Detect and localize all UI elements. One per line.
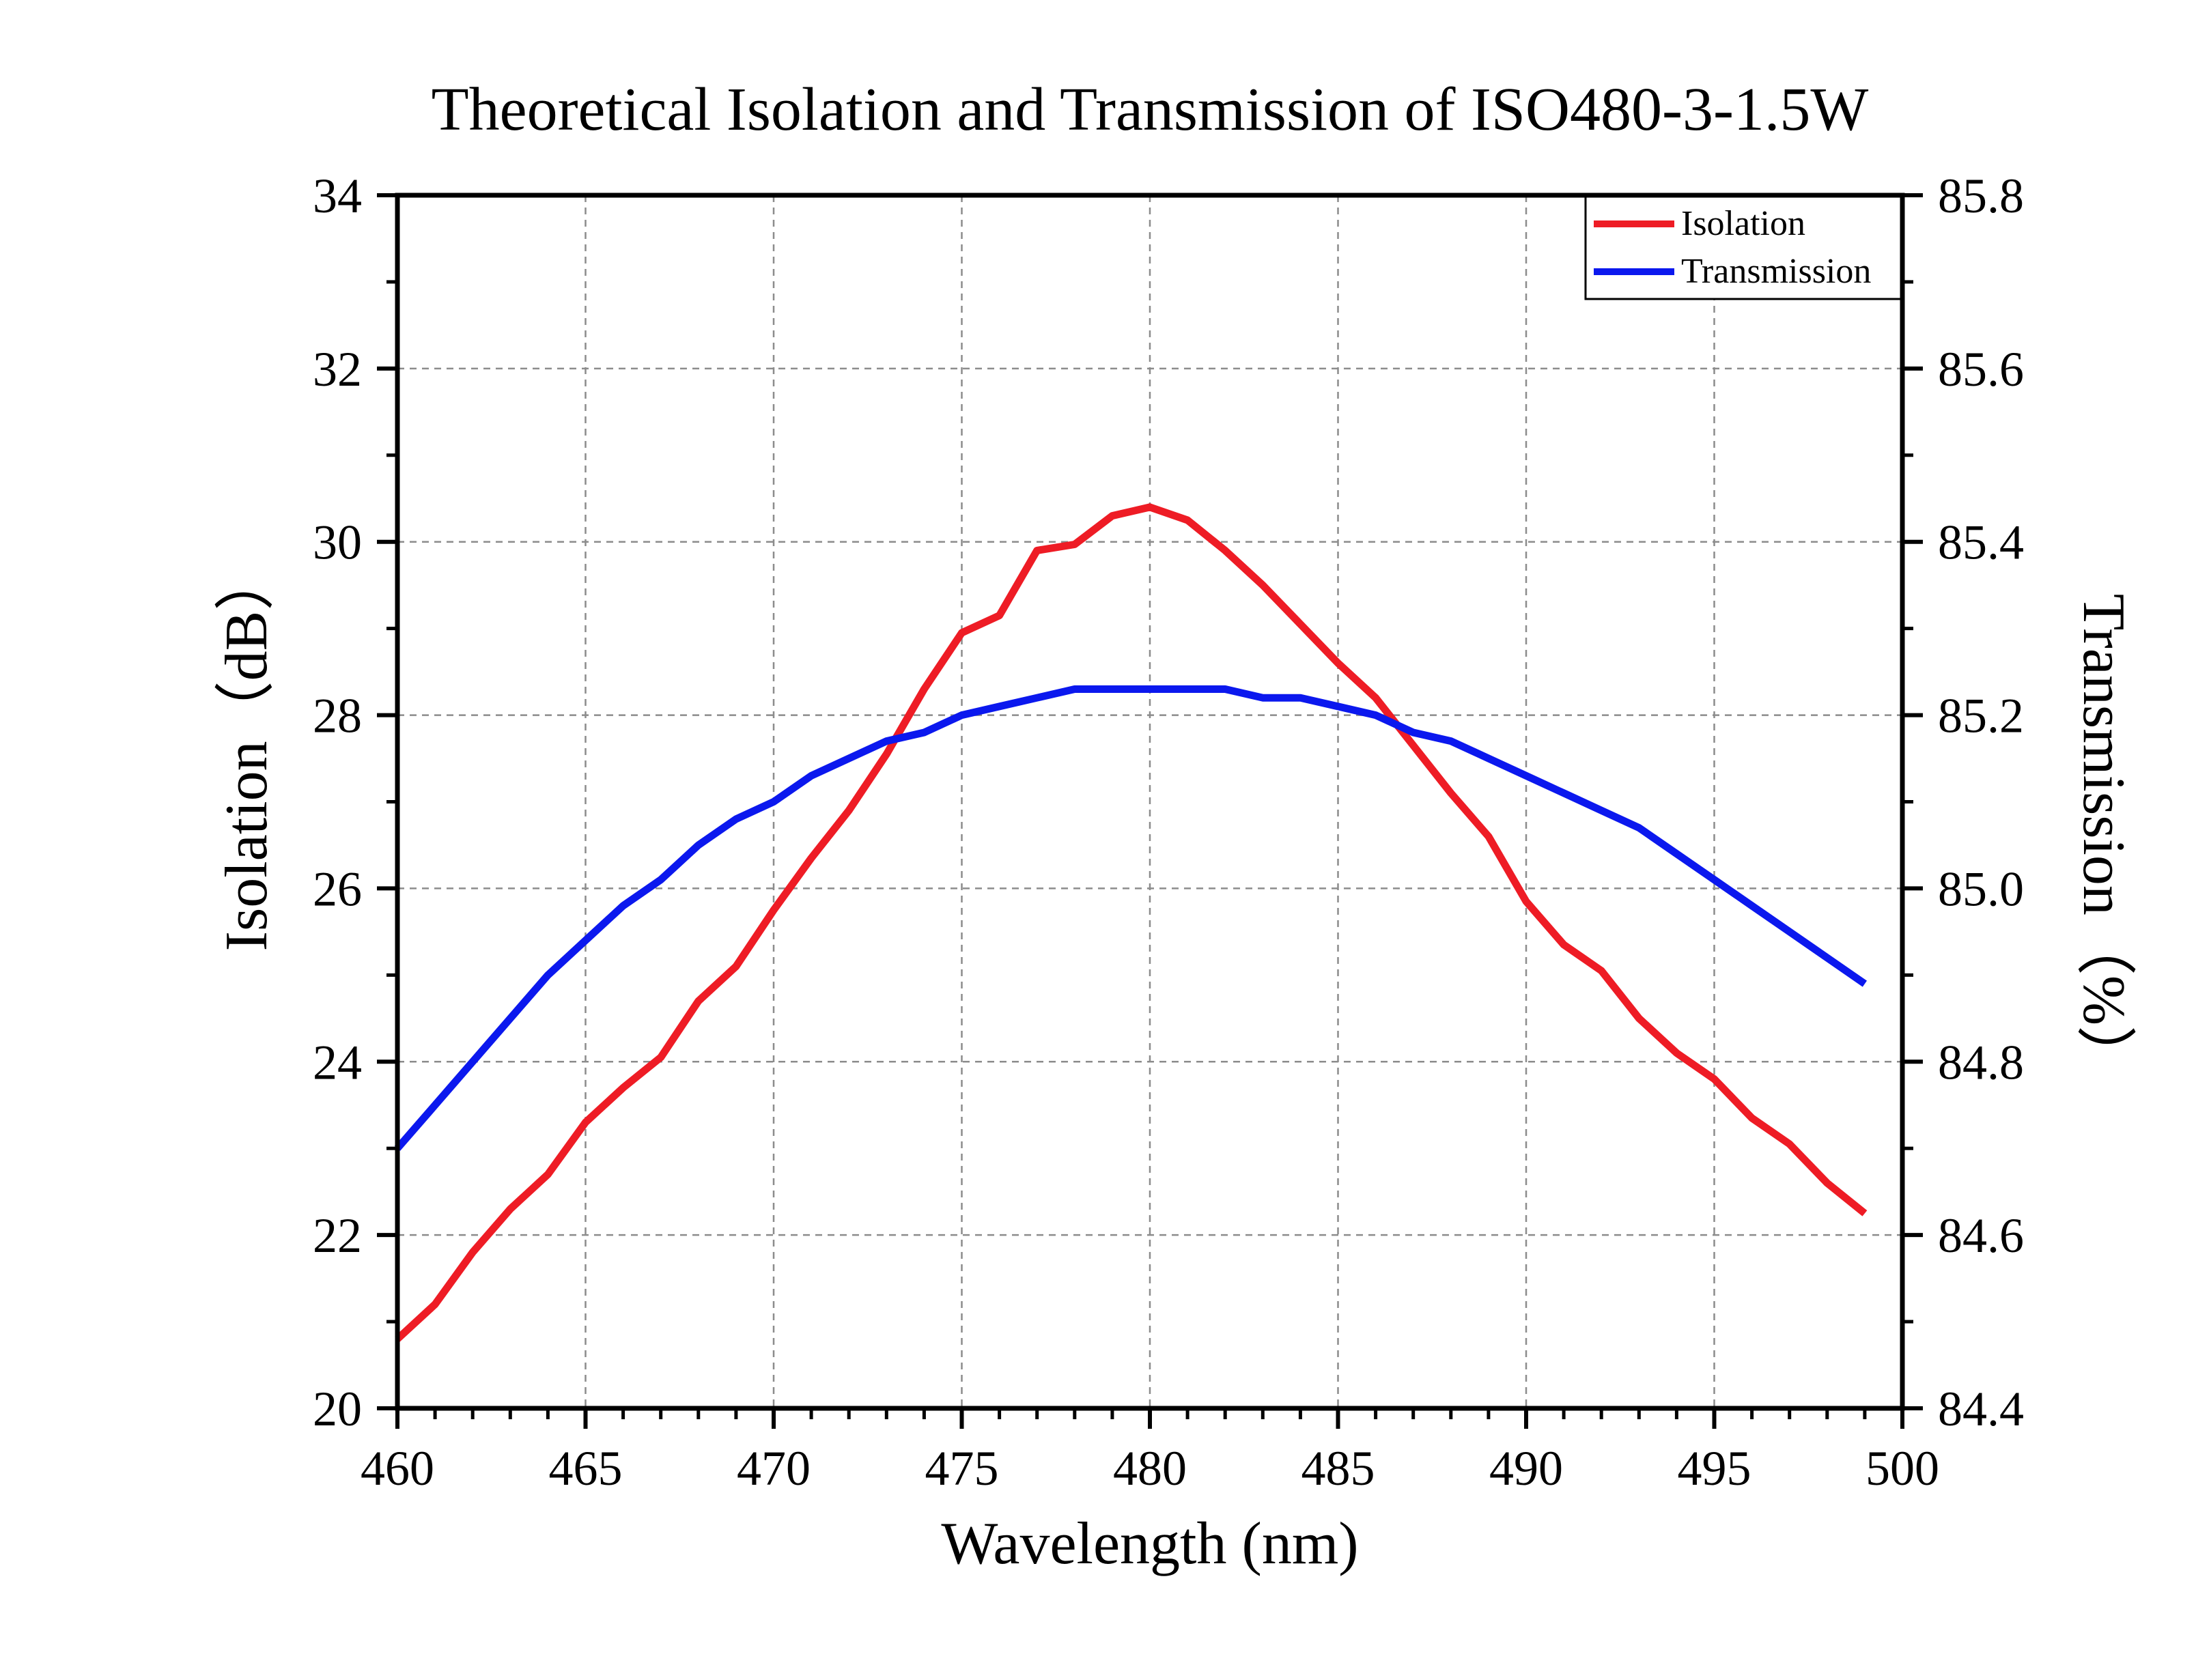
left-y-tick-label: 20 [313, 1382, 362, 1436]
chart-title: Theoretical Isolation and Transmission o… [432, 76, 1869, 143]
left-y-tick-label: 28 [313, 689, 362, 743]
right-y-tick-label: 85.6 [1938, 342, 2024, 397]
series-layer [394, 503, 1868, 1342]
x-axis-label: Wavelength (nm) [941, 1511, 1358, 1577]
x-tick-label: 465 [549, 1441, 623, 1496]
x-tick-label: 490 [1489, 1441, 1563, 1496]
right-y-tick-label: 84.6 [1938, 1208, 2024, 1263]
left-y-tick-label: 34 [313, 169, 362, 223]
left-y-tick-label: 26 [313, 862, 362, 916]
x-tick-label: 480 [1113, 1441, 1187, 1496]
legend-box [1584, 195, 1902, 300]
legend-label-transmission: Transmission [1681, 252, 1871, 291]
right-y-tick-label: 84.4 [1938, 1382, 2024, 1436]
legend: Isolation Transmission [1584, 195, 1902, 300]
left-y-tick-label: 22 [313, 1208, 362, 1263]
axis-tick-labels: 460 465 470 475 480 485 490 495 500 20 22 24 26 28 30 3… [313, 169, 2024, 1496]
axis-ticks [377, 193, 1923, 1429]
x-tick-label: 475 [925, 1441, 999, 1496]
x-tick-label: 500 [1866, 1441, 1939, 1496]
x-tick-label: 495 [1678, 1441, 1751, 1496]
legend-label-isolation: Isolation [1681, 204, 1805, 243]
series-line-transmission [394, 685, 1868, 1151]
x-tick-label: 460 [361, 1441, 434, 1496]
x-tick-label: 470 [737, 1441, 811, 1496]
series-line-isolation [395, 503, 1868, 1342]
right-y-tick-label: 85.4 [1938, 515, 2024, 570]
left-y-tick-label: 30 [313, 515, 362, 570]
left-y-tick-label: 24 [313, 1035, 362, 1090]
left-y-axis-label: Isolation（dB） [214, 551, 280, 952]
right-y-axis-label: Transmission（%） [2070, 594, 2137, 1085]
right-y-tick-label: 84.8 [1938, 1035, 2024, 1090]
right-y-tick-label: 85.2 [1938, 689, 2024, 743]
right-y-tick-label: 85.0 [1938, 862, 2024, 916]
right-y-tick-label: 85.8 [1938, 169, 2024, 223]
x-tick-label: 485 [1301, 1441, 1375, 1496]
left-y-tick-label: 32 [313, 342, 362, 397]
